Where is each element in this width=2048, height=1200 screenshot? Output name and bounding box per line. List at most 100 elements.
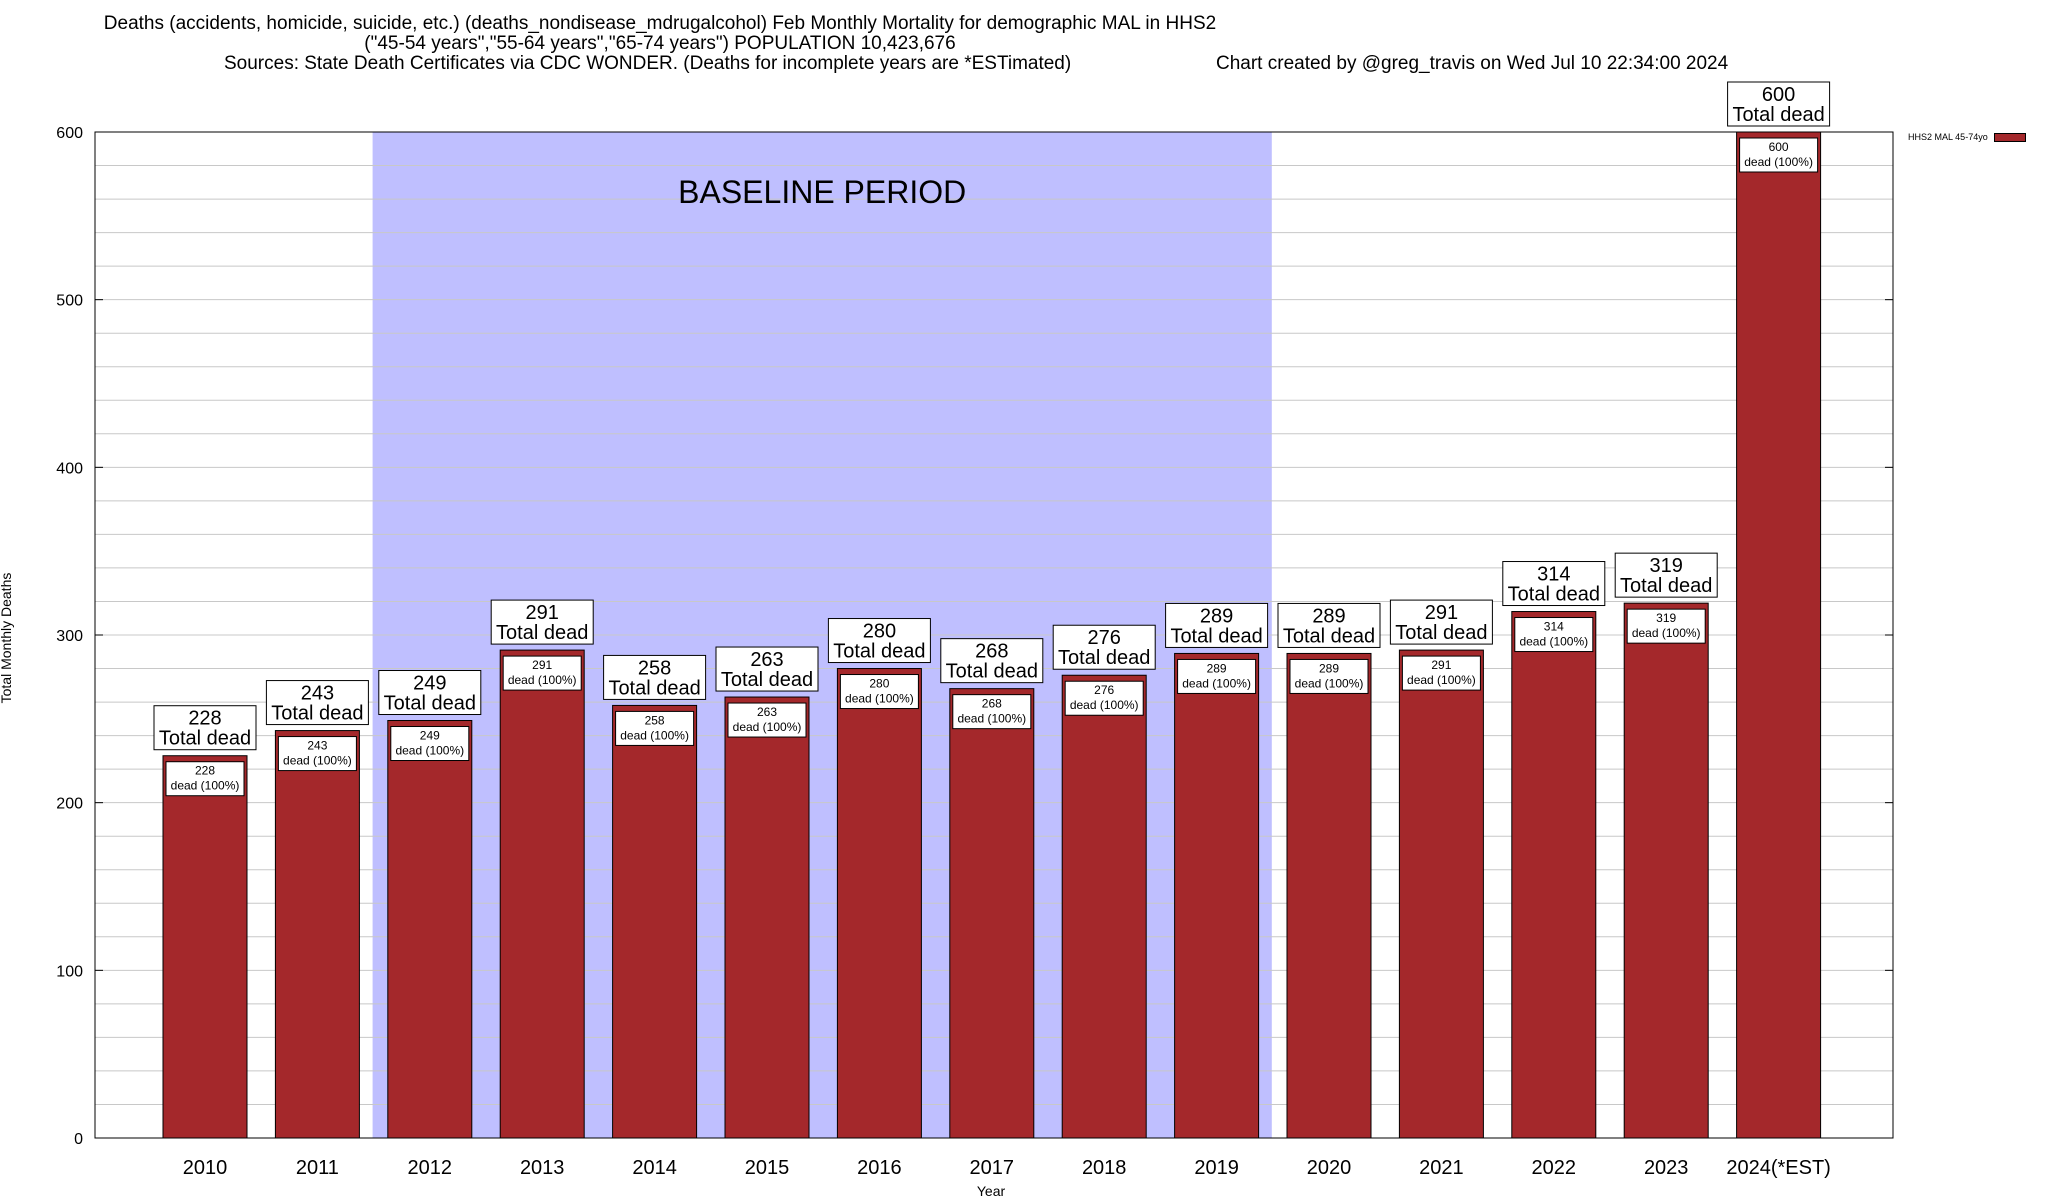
inner-label-box bbox=[615, 710, 695, 746]
total-label-box bbox=[1277, 602, 1381, 648]
total-dead-label: Total dead bbox=[946, 661, 1038, 683]
y-tick-label: 400 bbox=[56, 460, 83, 477]
inner-value-label: 243 bbox=[307, 739, 327, 753]
total-value-label: 291 bbox=[526, 602, 559, 624]
total-dead-label: Total dead bbox=[1620, 575, 1712, 597]
total-value-label: 280 bbox=[863, 621, 896, 643]
total-label-box bbox=[378, 670, 482, 716]
inner-value-label: 600 bbox=[1769, 140, 1789, 154]
total-label-box bbox=[1614, 552, 1718, 598]
bar bbox=[1174, 652, 1260, 1139]
x-axis-label: Year bbox=[976, 1183, 1006, 1199]
total-value-label: 289 bbox=[1200, 605, 1233, 627]
inner-value-label: 314 bbox=[1544, 620, 1564, 634]
x-tick-label: 2021 bbox=[1419, 1157, 1464, 1179]
inner-percent-label: dead (100%) bbox=[1744, 155, 1813, 169]
total-value-label: 243 bbox=[301, 683, 334, 705]
inner-label-box bbox=[277, 736, 357, 772]
total-dead-label: Total dead bbox=[1283, 625, 1375, 647]
y-tick-label: 0 bbox=[74, 1131, 83, 1148]
total-dead-label: Total dead bbox=[1732, 104, 1824, 126]
total-label-box bbox=[1502, 561, 1606, 607]
inner-percent-label: dead (100%) bbox=[1182, 676, 1251, 690]
inner-value-label: 319 bbox=[1656, 611, 1676, 625]
inner-label-box bbox=[1739, 137, 1819, 173]
total-value-label: 268 bbox=[975, 641, 1008, 663]
total-dead-label: Total dead bbox=[833, 641, 925, 663]
inner-percent-label: dead (100%) bbox=[395, 744, 464, 758]
total-label-box bbox=[153, 705, 257, 751]
bar bbox=[724, 696, 810, 1139]
total-dead-label: Total dead bbox=[159, 728, 251, 750]
bar bbox=[1623, 602, 1709, 1139]
inner-label-box bbox=[1289, 658, 1369, 694]
bar bbox=[1736, 131, 1822, 1139]
inner-value-label: 289 bbox=[1207, 661, 1227, 675]
inner-value-label: 291 bbox=[1431, 658, 1451, 672]
inner-value-label: 263 bbox=[757, 705, 777, 719]
legend-label: HHS2 MAL 45-74yo bbox=[1908, 132, 1988, 142]
inner-percent-label: dead (100%) bbox=[1519, 635, 1588, 649]
y-tick-label: 300 bbox=[56, 628, 83, 645]
total-value-label: 276 bbox=[1088, 627, 1121, 649]
total-value-label: 263 bbox=[750, 649, 783, 671]
inner-value-label: 228 bbox=[195, 764, 215, 778]
total-dead-label: Total dead bbox=[1395, 622, 1487, 644]
bar bbox=[1511, 611, 1597, 1139]
inner-percent-label: dead (100%) bbox=[845, 692, 914, 706]
total-value-label: 249 bbox=[413, 673, 446, 695]
total-label-box bbox=[603, 654, 707, 700]
total-label-box bbox=[490, 599, 594, 645]
bar bbox=[387, 720, 473, 1139]
total-dead-label: Total dead bbox=[384, 693, 476, 715]
legend-swatch bbox=[1993, 132, 2026, 142]
inner-label-box bbox=[390, 726, 470, 762]
total-label-box bbox=[1389, 599, 1493, 645]
total-dead-label: Total dead bbox=[271, 703, 363, 725]
inner-percent-label: dead (100%) bbox=[1295, 676, 1364, 690]
total-label-box bbox=[940, 638, 1044, 684]
x-tick-label: 2016 bbox=[857, 1157, 902, 1179]
inner-label-box bbox=[502, 655, 582, 691]
chart-title: Deaths (accidents, homicide, suicide, et… bbox=[0, 14, 1320, 54]
inner-value-label: 268 bbox=[982, 697, 1002, 711]
inner-percent-label: dead (100%) bbox=[957, 712, 1026, 726]
inner-label-box bbox=[165, 761, 245, 797]
inner-label-box bbox=[1177, 658, 1257, 694]
inner-percent-label: dead (100%) bbox=[1407, 673, 1476, 687]
total-dead-label: Total dead bbox=[1170, 625, 1262, 647]
title-line-2: ("45-54 years","55-64 years","65-74 year… bbox=[364, 33, 956, 54]
x-tick-label: 2010 bbox=[183, 1157, 228, 1179]
x-tick-label: 2013 bbox=[520, 1157, 565, 1179]
bar bbox=[499, 649, 585, 1139]
inner-percent-label: dead (100%) bbox=[171, 779, 240, 793]
inner-label-box bbox=[727, 702, 807, 738]
credit-note: Chart created by @greg_travis on Wed Jul… bbox=[1216, 53, 1729, 74]
total-dead-label: Total dead bbox=[1058, 647, 1150, 669]
total-value-label: 600 bbox=[1762, 84, 1795, 106]
inner-label-box bbox=[952, 694, 1032, 730]
bar bbox=[836, 668, 922, 1139]
inner-label-box bbox=[839, 674, 919, 710]
x-tick-label: 2023 bbox=[1644, 1157, 1689, 1179]
x-tick-label: 2011 bbox=[296, 1157, 339, 1179]
inner-value-label: 289 bbox=[1319, 661, 1339, 675]
inner-percent-label: dead (100%) bbox=[508, 673, 577, 687]
total-label-box bbox=[1052, 624, 1156, 670]
total-dead-label: Total dead bbox=[608, 677, 700, 699]
x-tick-label: 2024(*EST) bbox=[1726, 1157, 1831, 1179]
total-label-box bbox=[827, 618, 931, 664]
total-dead-label: Total dead bbox=[721, 669, 813, 691]
inner-label-box bbox=[1626, 608, 1706, 644]
inner-value-label: 249 bbox=[420, 729, 440, 743]
y-axis-label: Total Monthly Deaths bbox=[0, 572, 14, 704]
bar bbox=[612, 704, 698, 1139]
baseline-period-label: BASELINE PERIOD bbox=[678, 174, 967, 210]
y-tick-label: 600 bbox=[56, 125, 83, 142]
plot-frame bbox=[94, 131, 1894, 1139]
bar bbox=[1061, 674, 1147, 1139]
sources-note: Sources: State Death Certificates via CD… bbox=[224, 53, 1072, 74]
x-tick-label: 2017 bbox=[970, 1157, 1015, 1179]
bar bbox=[1398, 649, 1484, 1139]
